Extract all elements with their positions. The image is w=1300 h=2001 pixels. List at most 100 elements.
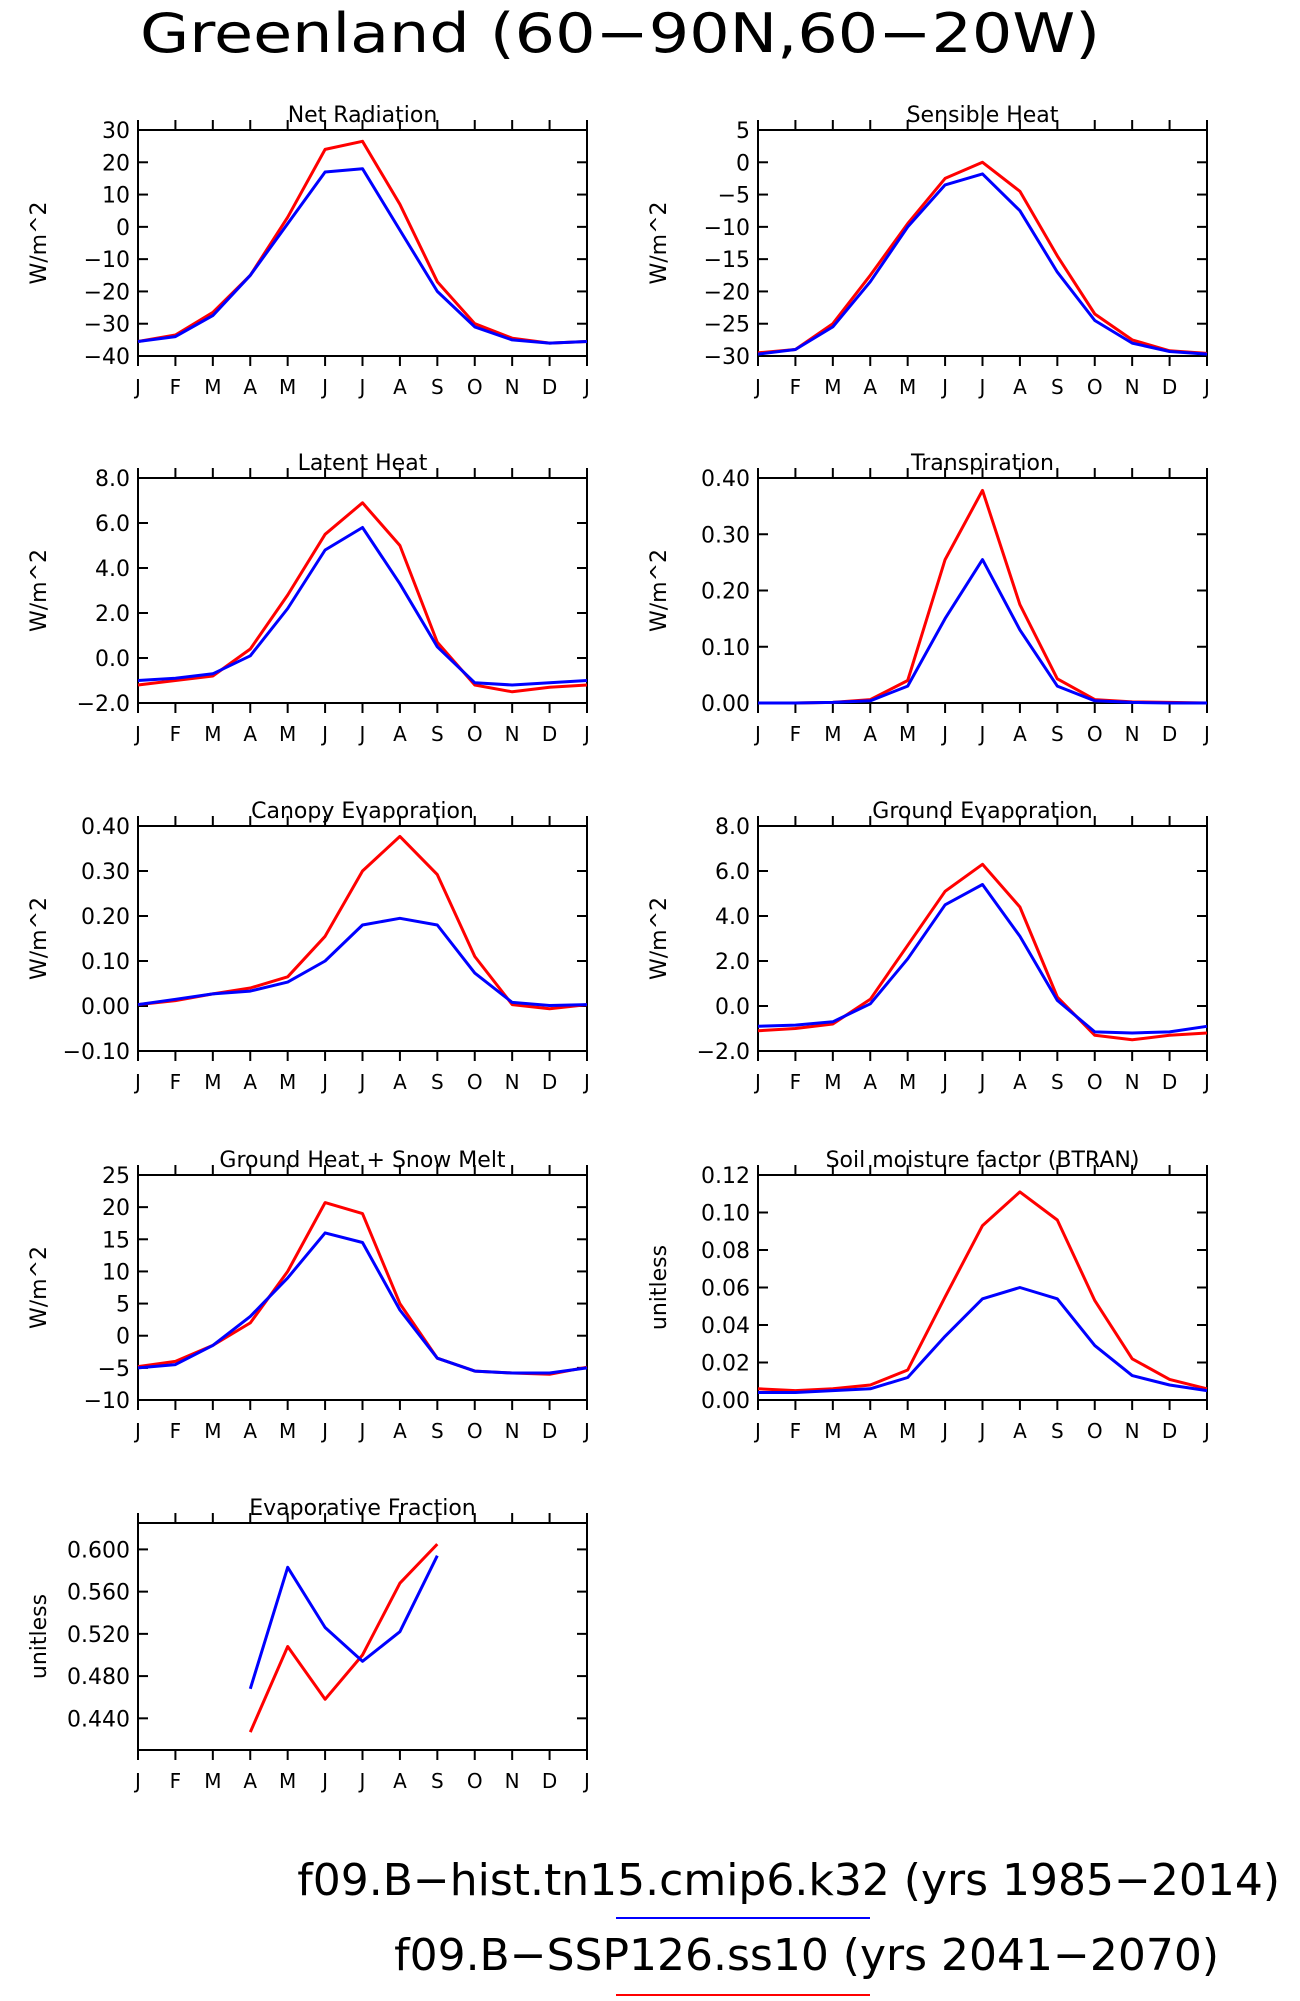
- x-tick-label: J: [1202, 722, 1210, 746]
- x-tick-label: J: [582, 1419, 590, 1443]
- series-line: [137, 916, 588, 1007]
- x-tick-label: M: [824, 1419, 841, 1443]
- y-tick-label: −0.10: [63, 1040, 130, 1065]
- x-tick-label: F: [790, 1070, 802, 1094]
- y-axis-label: unitless: [27, 1594, 52, 1679]
- chart-panel: Canopy EvaporationW/m^2−0.100.000.100.20…: [27, 799, 590, 1094]
- y-tick-label: 10: [102, 184, 130, 209]
- x-tick-label: F: [790, 375, 802, 399]
- series-line: [137, 1231, 588, 1375]
- y-tick-label: −20: [704, 280, 750, 305]
- y-tick-label: 0.560: [67, 1581, 130, 1606]
- x-tick-label: D: [542, 1769, 557, 1793]
- x-tick-label: J: [978, 1419, 986, 1443]
- y-tick-label: −20: [84, 280, 130, 305]
- y-tick-label: 0.40: [81, 815, 130, 840]
- y-tick-label: 5: [736, 119, 750, 144]
- x-tick-label: M: [279, 1070, 296, 1094]
- x-tick-label: J: [320, 722, 328, 746]
- x-tick-label: N: [1125, 1070, 1140, 1094]
- series-line: [248, 1543, 439, 1733]
- x-tick-label: O: [1087, 1070, 1103, 1094]
- x-tick-label: M: [899, 722, 916, 746]
- x-tick-label: D: [542, 722, 557, 746]
- y-tick-label: 0.08: [701, 1239, 750, 1264]
- x-tick-label: J: [582, 1070, 590, 1094]
- y-tick-label: 20: [102, 151, 130, 176]
- y-tick-label: 30: [102, 119, 130, 144]
- x-tick-label: N: [1125, 1419, 1140, 1443]
- x-tick-label: D: [1162, 722, 1177, 746]
- y-tick-label: 0.04: [701, 1314, 750, 1339]
- series-line: [137, 167, 588, 345]
- plot-frame: [757, 1174, 1208, 1401]
- x-tick-label: F: [170, 1419, 182, 1443]
- y-tick-label: 2.0: [95, 602, 130, 627]
- x-tick-label: A: [243, 1769, 257, 1793]
- x-tick-label: S: [431, 1769, 444, 1793]
- x-tick-label: N: [505, 1419, 520, 1443]
- x-tick-label: J: [1202, 375, 1210, 399]
- x-tick-label: A: [243, 1070, 257, 1094]
- x-tick-label: M: [824, 1070, 841, 1094]
- legend: f09.B−hist.tn15.cmip6.k32 (yrs 1985−2014…: [297, 1855, 1280, 1996]
- plot-frame: [137, 129, 588, 357]
- x-tick-label: F: [790, 1419, 802, 1443]
- y-tick-label: 0.00: [81, 995, 130, 1020]
- y-tick-label: −5: [718, 184, 750, 209]
- y-tick-label: 2.0: [715, 950, 750, 975]
- x-tick-label: D: [542, 1419, 557, 1443]
- x-tick-label: O: [1087, 722, 1103, 746]
- legend-label-ssp: f09.B−SSP126.ss10 (yrs 2041−2070): [394, 1930, 1219, 1981]
- series-line: [757, 1190, 1208, 1393]
- y-tick-label: 0.20: [701, 580, 750, 605]
- chart-panel: Soil moisture factor (BTRAN)unitless0.00…: [647, 1148, 1210, 1443]
- x-tick-label: J: [940, 1070, 948, 1094]
- y-tick-label: 0.600: [67, 1538, 130, 1563]
- series-line: [757, 160, 1208, 355]
- x-tick-label: F: [170, 1070, 182, 1094]
- y-tick-label: 0.520: [67, 1623, 130, 1648]
- y-axis-label: W/m^2: [647, 897, 672, 980]
- x-tick-label: S: [1051, 1419, 1064, 1443]
- x-tick-label: A: [863, 375, 877, 399]
- x-tick-label: A: [1013, 375, 1027, 399]
- x-tick-label: J: [940, 375, 948, 399]
- y-tick-label: 6.0: [95, 512, 130, 537]
- x-tick-label: N: [505, 1769, 520, 1793]
- series-line: [757, 172, 1208, 356]
- y-tick-label: 10: [102, 1260, 130, 1285]
- x-tick-label: N: [1125, 722, 1140, 746]
- y-tick-label: 0.40: [701, 467, 750, 492]
- x-tick-label: M: [824, 722, 841, 746]
- y-tick-label: 0.20: [81, 905, 130, 930]
- y-tick-label: 0: [116, 216, 130, 241]
- x-tick-label: F: [790, 722, 802, 746]
- y-tick-label: 25: [102, 1164, 130, 1189]
- x-tick-label: D: [542, 375, 557, 399]
- x-tick-label: J: [753, 722, 761, 746]
- series-line: [758, 558, 1207, 705]
- x-tick-label: J: [320, 375, 328, 399]
- chart-panel: Evaporative Fractionunitless0.4400.4800.…: [27, 1496, 590, 1793]
- y-tick-label: 0: [116, 1325, 130, 1350]
- plot-frame: [137, 1174, 588, 1401]
- y-tick-label: −15: [704, 248, 750, 273]
- x-tick-label: J: [133, 722, 141, 746]
- x-tick-label: A: [393, 722, 407, 746]
- y-axis-label: W/m^2: [27, 897, 52, 980]
- x-tick-label: J: [133, 1070, 141, 1094]
- x-tick-label: O: [467, 1769, 483, 1793]
- x-tick-label: M: [279, 722, 296, 746]
- y-tick-label: −25: [704, 313, 750, 338]
- series-line: [137, 834, 588, 1011]
- y-tick-label: 15: [102, 1228, 130, 1253]
- x-tick-label: J: [358, 375, 366, 399]
- x-tick-label: M: [824, 375, 841, 399]
- x-tick-label: S: [1051, 375, 1064, 399]
